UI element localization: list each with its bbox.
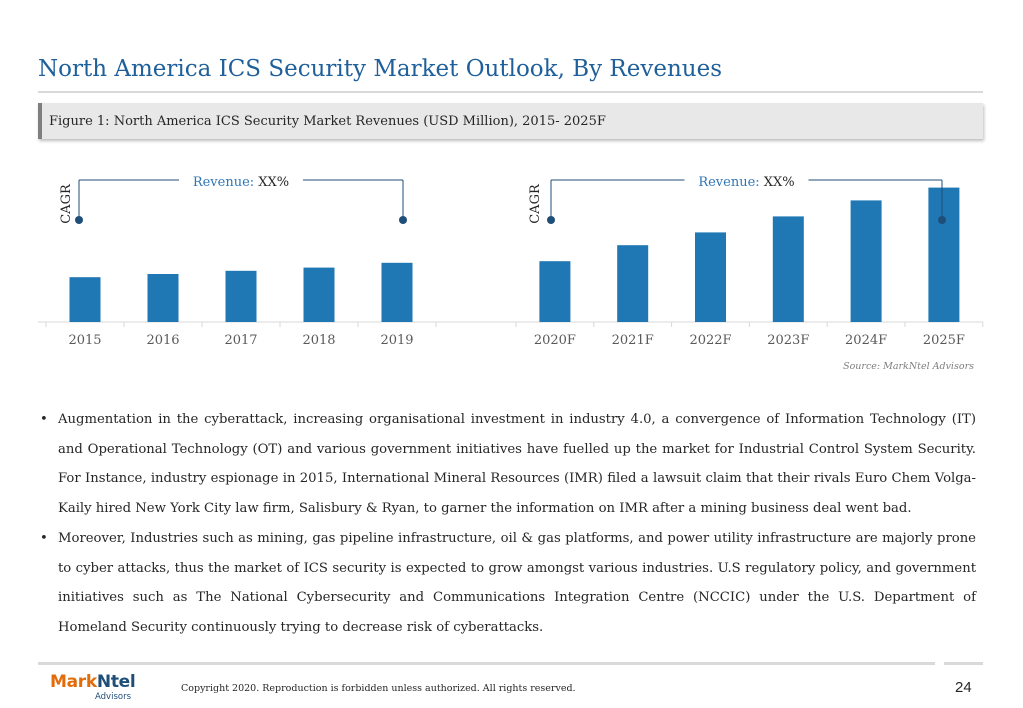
bullet-dot-icon: • xyxy=(40,412,48,427)
bar xyxy=(381,262,413,322)
revenue-annotation: Revenue: XX% xyxy=(698,175,794,190)
annotation-dot xyxy=(938,216,946,224)
page-number: 24 xyxy=(955,679,972,696)
bar xyxy=(695,232,726,322)
x-tick-label: 2024F xyxy=(845,333,887,348)
bar xyxy=(225,270,257,322)
cagr-label: CAGR xyxy=(528,183,543,224)
logo-mark: Mark xyxy=(50,672,97,692)
bar xyxy=(147,274,179,322)
x-tick-label: 2017 xyxy=(224,333,257,348)
markntel-logo: MarkNtel Advisors xyxy=(50,672,146,704)
revenue-bar-chart: 2015 2016 2017 2018 2019 Revenue: XX% CAGR 2020… xyxy=(38,175,984,348)
x-tick-label: 2015 xyxy=(68,333,101,348)
logo-subtitle: Advisors xyxy=(95,692,132,702)
x-tick-label: 2018 xyxy=(302,333,335,348)
logo-ntel: Ntel xyxy=(96,672,136,692)
x-tick-label: 2020F xyxy=(534,333,576,348)
annotation-dot xyxy=(75,216,83,224)
x-tick-label: 2025F xyxy=(923,333,965,348)
figure-caption: Figure 1: North America ICS Security Mar… xyxy=(49,114,606,129)
bullet-dot-icon: • xyxy=(40,531,48,546)
figure-caption-box: Figure 1: North America ICS Security Mar… xyxy=(38,103,983,139)
bullet-item: • Moreover, Industries such as mining, ga… xyxy=(40,524,976,642)
bullet-item: • Augmentation in the cyberattack, increa… xyxy=(40,405,976,523)
revenue-value: XX% xyxy=(258,175,289,190)
bar xyxy=(850,200,882,322)
x-tick-label: 2023F xyxy=(767,333,809,348)
revenue-label: Revenue: xyxy=(698,175,763,190)
revenue-value: XX% xyxy=(764,175,795,190)
footer-divider xyxy=(38,662,935,665)
bar xyxy=(617,245,649,322)
bullet-text: Augmentation in the cyberattack, increas… xyxy=(58,412,976,516)
cagr-label: CAGR xyxy=(59,183,74,224)
x-tick-label: 2016 xyxy=(146,333,179,348)
footer-divider-short xyxy=(944,662,983,665)
x-tick-label: 2021F xyxy=(612,333,654,348)
x-tick-label: 2019 xyxy=(380,333,413,348)
bar xyxy=(303,267,335,322)
revenue-annotation: Revenue: XX% xyxy=(193,175,289,190)
annotation-dot xyxy=(399,216,407,224)
chart-source: Source: MarkNtel Advisors xyxy=(843,361,974,372)
copyright-notice: Copyright 2020. Reproduction is forbidde… xyxy=(181,683,576,694)
annotation-dot xyxy=(547,216,555,224)
bar xyxy=(772,216,804,322)
page-title: North America ICS Security Market Outloo… xyxy=(38,56,722,82)
bar xyxy=(539,261,571,322)
title-divider xyxy=(38,91,983,93)
bullet-text: Moreover, Industries such as mining, gas… xyxy=(58,531,976,635)
bar xyxy=(69,277,101,322)
x-tick-label: 2022F xyxy=(689,333,731,348)
bar xyxy=(928,187,960,322)
bullet-list: • Augmentation in the cyberattack, increa… xyxy=(40,405,976,643)
logo-wordmark: MarkNtel xyxy=(50,672,136,692)
revenue-label: Revenue: xyxy=(193,175,258,190)
